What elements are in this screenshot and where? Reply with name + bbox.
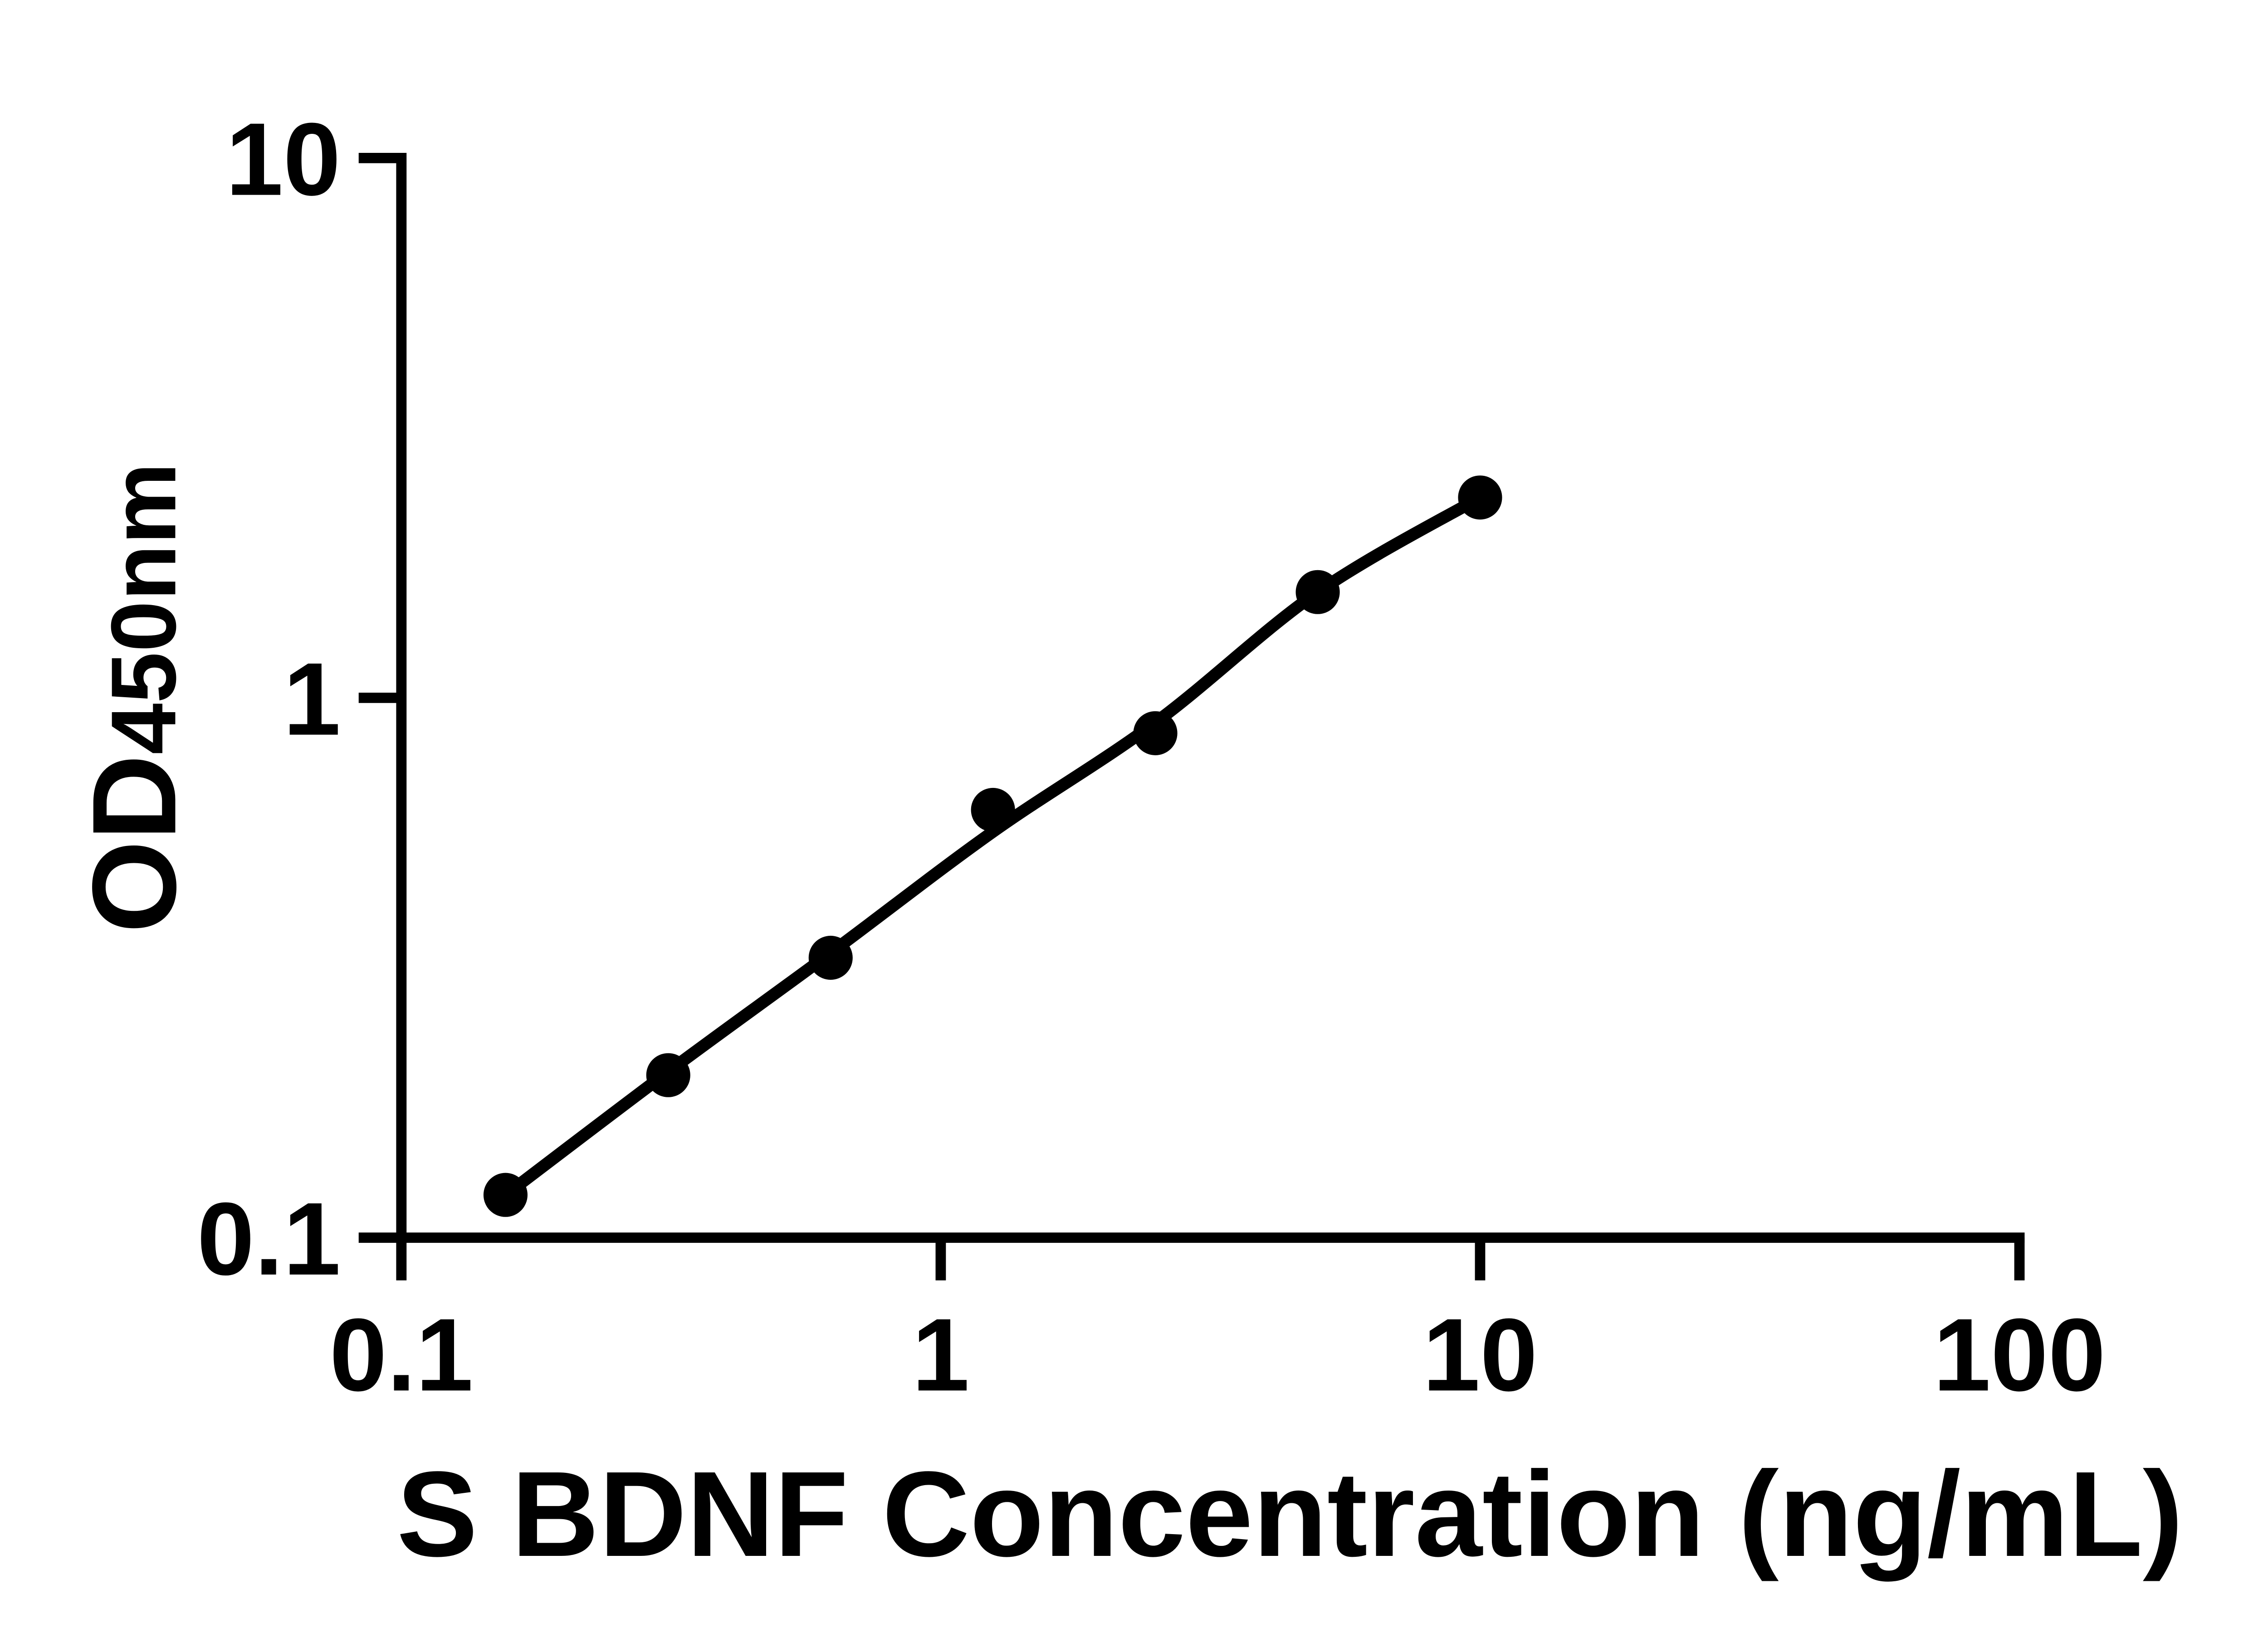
data-point — [646, 1053, 690, 1097]
x-tick-label: 100 — [1933, 1297, 2106, 1413]
data-point — [1295, 570, 1340, 614]
x-tick-label: 1 — [912, 1297, 970, 1413]
y-axis-title-main: OD — [67, 754, 200, 933]
y-tick-label: 10 — [226, 102, 341, 217]
x-axis-ticks — [396, 1237, 2025, 1281]
data-point — [1458, 475, 1502, 520]
y-axis-title-subscript: 450nm — [92, 463, 195, 755]
data-point — [1133, 711, 1178, 755]
chart-background — [0, 7, 2268, 1626]
x-axis-tick-labels: 0.1 1 10 100 — [329, 1297, 2106, 1413]
x-axis-title: S BDNF Concentration (ng/mL) — [397, 1446, 2183, 1583]
y-tick-label: 1 — [283, 642, 341, 757]
x-tick-label: 0.1 — [329, 1297, 473, 1413]
y-axis-tick-labels: 0.1 1 10 — [197, 102, 341, 1297]
y-axis-title: OD450nm — [67, 463, 200, 933]
data-point — [808, 935, 853, 980]
data-point — [483, 1173, 528, 1217]
y-axis-ticks — [358, 152, 401, 1243]
data-points — [483, 475, 1502, 1217]
y-tick-label: 0.1 — [197, 1182, 341, 1297]
data-point — [971, 787, 1015, 832]
x-tick-label: 10 — [1422, 1297, 1537, 1413]
